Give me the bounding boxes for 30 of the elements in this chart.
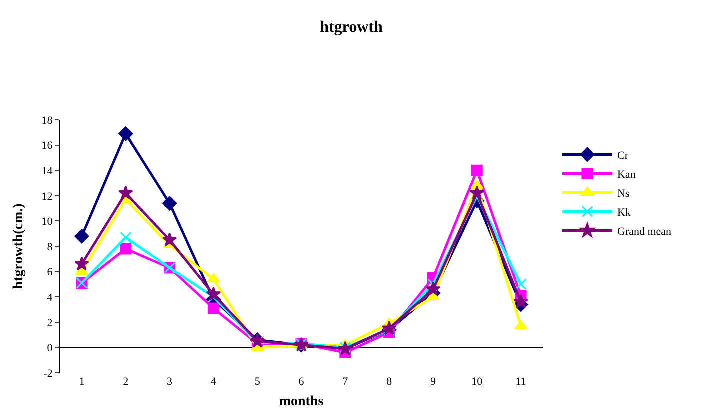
x-tick-label: 1: [79, 376, 85, 388]
x-tick-label: 11: [516, 376, 526, 388]
chart-title: htgrowth: [320, 19, 384, 36]
legend-label: Cr: [617, 150, 629, 162]
x-tick-label: 7: [342, 376, 349, 388]
y-tick-label: 6: [47, 266, 54, 279]
x-tick-label: 6: [298, 376, 305, 388]
y-tick-label: 8: [47, 241, 54, 254]
y-tick-label: 2: [47, 317, 53, 330]
y-tick-label: 10: [42, 216, 54, 228]
x-tick-label: 5: [254, 376, 261, 388]
y-tick-label: 4: [47, 292, 54, 304]
y-tick-label: 14: [42, 165, 54, 178]
x-tick-label: 10: [472, 376, 484, 388]
x-tick-label: 3: [167, 376, 174, 388]
x-tick-label: 4: [210, 376, 217, 388]
legend-label: Grand mean: [617, 226, 672, 238]
y-axis-title: htgrowth(cm.): [11, 203, 26, 290]
y-tick-label: 18: [42, 114, 54, 127]
legend-label: Ns: [617, 188, 630, 200]
x-tick-label: 8: [386, 376, 393, 388]
y-tick-label: 12: [42, 190, 53, 203]
legend-label: Kan: [617, 169, 636, 182]
y-tick-label: 0: [47, 342, 54, 355]
y-tick-label: 16: [42, 140, 54, 152]
legend-label: Kk: [617, 207, 632, 220]
x-tick-label: 2: [123, 376, 129, 388]
y-tick-label: -2: [44, 368, 53, 380]
x-axis-title: months: [279, 394, 324, 410]
x-tick-label: 9: [430, 376, 436, 388]
